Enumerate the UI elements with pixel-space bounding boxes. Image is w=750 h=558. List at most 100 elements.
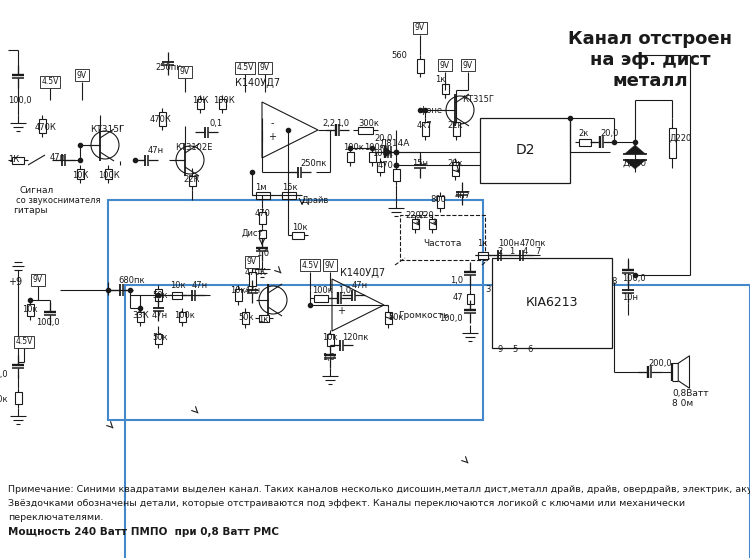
Text: 10К: 10К [72,171,88,180]
Bar [412,219,419,229]
Text: 100К: 100К [213,96,235,105]
Bar [428,219,436,229]
Bar [385,312,392,324]
Text: К140УД7: К140УД7 [340,268,386,278]
Text: 15н: 15н [412,159,428,168]
Text: 9V: 9V [247,257,257,267]
Text: 560: 560 [392,51,407,60]
Text: 470К: 470К [245,268,267,277]
Text: 1к: 1к [258,315,268,325]
Text: Мощность 240 Ватт ПМПО  при 0,8 Ватт РМС: Мощность 240 Ватт ПМПО при 0,8 Ватт РМС [8,527,279,537]
Bar [492,258,612,348]
Text: 1,0: 1,0 [336,119,349,128]
Bar [668,128,676,158]
Text: 47н: 47н [152,310,168,320]
Text: 1,0: 1,0 [450,276,463,285]
Text: 10к: 10к [22,305,38,315]
Text: 15к: 15к [282,183,298,192]
Text: 9V: 9V [77,70,87,79]
Bar [256,191,269,199]
Text: 470: 470 [255,209,271,218]
Text: 20к: 20к [447,159,463,168]
Text: Канал отстроен
на эф. дист
металл: Канал отстроен на эф. дист металл [568,30,732,90]
Bar [314,295,328,301]
Text: 1,0: 1,0 [338,286,351,295]
Bar [452,122,460,136]
Bar [154,334,161,344]
Text: 220: 220 [418,211,434,220]
Text: 10к: 10к [230,286,246,295]
Bar [125,285,750,558]
Text: 470К: 470К [150,116,172,124]
Polygon shape [385,146,392,157]
Text: 47н: 47н [148,146,164,155]
Text: 4.5V: 4.5V [302,261,319,270]
Bar [259,230,266,238]
Bar [76,169,83,180]
Bar [436,196,443,208]
Text: 220/: 220/ [405,211,424,220]
Text: Д220: Д220 [670,133,692,142]
Bar [579,138,591,146]
Text: 250пк: 250пк [300,159,326,168]
Text: со звукоснимателя: со звукоснимателя [16,196,100,205]
Text: 4: 4 [522,248,528,257]
Bar [376,162,383,172]
Text: 22к: 22к [447,121,463,130]
Text: 4.5V: 4.5V [236,64,254,73]
Text: 50к: 50к [238,314,254,323]
Text: 9: 9 [497,345,502,354]
Text: -: - [339,294,343,304]
Text: 2к: 2к [578,129,588,138]
Text: 1м: 1м [255,183,266,192]
Text: Дист: Дист [242,229,263,238]
Text: 470: 470 [377,161,393,170]
Text: К140УД7: К140УД7 [235,78,280,88]
Text: 4к7: 4к7 [417,121,433,130]
Text: 680пк: 680пк [118,276,145,285]
Text: -: - [270,118,274,128]
Text: 9V: 9V [415,23,425,32]
Bar [259,212,266,224]
Text: 200,0: 200,0 [648,359,672,368]
Text: +9: +9 [8,277,22,287]
Text: Частота: Частота [423,239,461,248]
Text: 8 0м: 8 0м [672,399,693,408]
Text: Д814А: Д814А [380,139,410,148]
Text: Примечание: Синими квадратами выделен канал. Таких каналов несколько дисошин,мет: Примечание: Синими квадратами выделен ка… [8,485,750,494]
Bar [218,99,226,109]
Text: 100К: 100К [98,171,120,180]
Bar [392,169,400,181]
Text: 10к: 10к [0,396,8,405]
Text: 250пк: 250пк [155,63,182,72]
Text: 1,0: 1,0 [256,249,269,258]
Text: 4.5V: 4.5V [41,78,58,86]
Text: КIA6213: КIA6213 [526,296,578,310]
Text: 800: 800 [430,195,445,204]
Bar [358,127,373,133]
Text: 7: 7 [536,248,541,257]
Text: 47: 47 [452,294,463,302]
Text: 10к: 10к [292,223,308,232]
Text: 10к: 10к [170,281,186,290]
Text: 20,0: 20,0 [600,129,618,138]
Text: 22R: 22R [183,176,200,185]
Text: 4.5V: 4.5V [15,338,33,347]
Text: 20,0: 20,0 [375,134,393,143]
Text: 9V: 9V [260,64,270,73]
Bar [422,122,428,136]
Bar [26,304,34,316]
Text: 100,0: 100,0 [440,314,463,323]
Text: 1к: 1к [435,75,445,84]
Text: +: + [337,306,345,316]
Text: Громкость: Громкость [398,310,448,320]
Text: 0,8Ватт: 0,8Ватт [672,389,709,398]
Text: 1: 1 [509,248,515,257]
Bar [178,311,185,323]
Text: 10к: 10к [322,334,338,343]
Text: 47н: 47н [192,281,208,290]
Text: 1к: 1к [477,239,488,248]
Text: 100,0: 100,0 [36,318,60,326]
Text: 10К: 10К [192,96,208,105]
Text: 50к: 50к [152,334,168,343]
